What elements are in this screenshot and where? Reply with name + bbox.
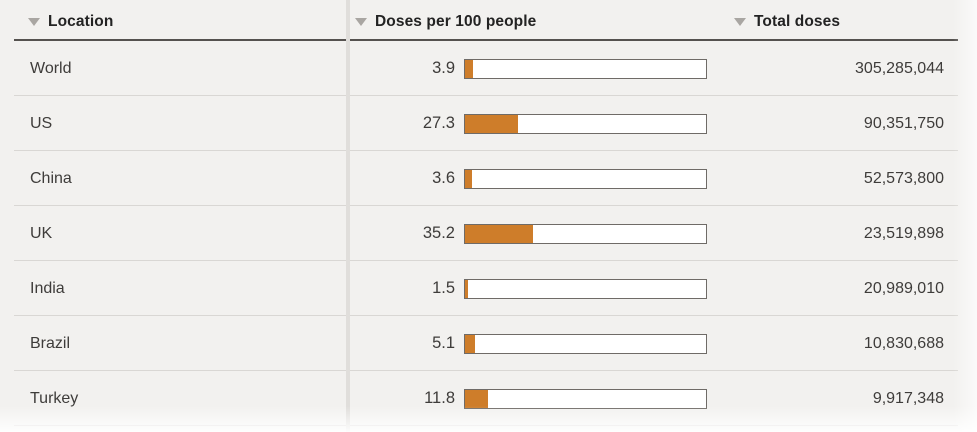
total-doses-value: 9,917,348	[872, 389, 944, 407]
doses-bar-fill	[465, 114, 518, 133]
table-row: China 3.6 52,573,800	[0, 151, 977, 206]
total-doses-value: 52,573,800	[863, 169, 944, 187]
row-separator	[14, 205, 958, 206]
row-separator	[14, 315, 958, 316]
doses-per-100-cell: 3.9	[348, 58, 720, 79]
total-doses-cell: 10,830,688	[720, 335, 977, 353]
location-label: China	[30, 169, 72, 187]
table-header-row: Location Doses per 100 people Total dose…	[0, 0, 977, 39]
doses-per-100-value: 35.2	[422, 224, 455, 242]
location-label: UK	[30, 224, 53, 242]
doses-bar-fill	[465, 59, 473, 78]
total-doses-value: 90,351,750	[863, 114, 944, 132]
total-doses-value: 305,285,044	[855, 59, 944, 77]
doses-bar-fill	[465, 279, 468, 298]
doses-per-100-cell: 5.1	[348, 333, 720, 354]
total-doses-cell: 9,917,348	[720, 390, 977, 408]
total-doses-value: 10,830,688	[863, 334, 944, 352]
doses-bar-fill	[465, 224, 533, 243]
total-doses-cell: 20,989,010	[720, 280, 977, 298]
sort-triangle-down-icon	[734, 17, 746, 26]
doses-per-100-value: 5.1	[432, 334, 455, 352]
doses-per-100-value: 27.3	[422, 114, 455, 132]
column-header-doses-per-100[interactable]: Doses per 100 people	[348, 9, 720, 31]
location-cell: UK	[0, 225, 348, 243]
doses-per-100-value: 3.9	[432, 59, 455, 77]
doses-bar-track	[464, 113, 707, 134]
column-header-label: Doses per 100 people	[375, 12, 537, 30]
doses-per-100-value: 3.6	[432, 169, 455, 187]
row-separator	[14, 150, 958, 151]
doses-bar-track	[464, 388, 707, 409]
doses-per-100-cell: 3.6	[348, 168, 720, 189]
doses-per-100-cell: 11.8	[348, 388, 720, 409]
table-row: UK 35.2 23,519,898	[0, 206, 977, 261]
column-header-label: Location	[48, 12, 114, 30]
row-separator	[14, 95, 958, 96]
sort-triangle-down-icon	[28, 17, 40, 26]
total-doses-cell: 305,285,044	[720, 60, 977, 78]
row-separator	[14, 425, 958, 426]
sort-triangle-down-icon	[355, 17, 367, 26]
location-cell: Brazil	[0, 335, 348, 353]
location-cell: Turkey	[0, 390, 348, 408]
column-header-label: Total doses	[754, 12, 841, 30]
doses-bar-track	[464, 58, 707, 79]
total-doses-value: 23,519,898	[863, 224, 944, 242]
total-doses-cell: 90,351,750	[720, 115, 977, 133]
location-cell: US	[0, 115, 348, 133]
doses-bar-fill	[465, 389, 488, 408]
column-header-location[interactable]: Location	[0, 9, 348, 31]
location-label: India	[30, 279, 65, 297]
location-label: World	[30, 59, 72, 77]
table-row: Turkey 11.8 9,917,348	[0, 371, 977, 426]
total-doses-cell: 23,519,898	[720, 225, 977, 243]
doses-per-100-cell: 1.5	[348, 278, 720, 299]
doses-bar-fill	[465, 169, 472, 188]
location-cell: China	[0, 170, 348, 188]
row-separator	[14, 370, 958, 371]
table-row: Brazil 5.1 10,830,688	[0, 316, 977, 371]
total-doses-cell: 52,573,800	[720, 170, 977, 188]
doses-bar-track	[464, 168, 707, 189]
location-label: US	[30, 114, 53, 132]
doses-per-100-value: 1.5	[432, 279, 455, 297]
table-body: World 3.9 305,285,044 US 27.3 90,351,750 China…	[0, 41, 977, 426]
location-cell: India	[0, 280, 348, 298]
doses-per-100-cell: 27.3	[348, 113, 720, 134]
doses-bar-track	[464, 223, 707, 244]
location-cell: World	[0, 60, 348, 78]
doses-per-100-cell: 35.2	[348, 223, 720, 244]
doses-bar-fill	[465, 334, 475, 353]
location-label: Turkey	[30, 389, 79, 407]
table-row: World 3.9 305,285,044	[0, 41, 977, 96]
column-header-total-doses[interactable]: Total doses	[720, 9, 977, 31]
doses-bar-track	[464, 278, 707, 299]
doses-bar-track	[464, 333, 707, 354]
row-separator	[14, 260, 958, 261]
table-row: US 27.3 90,351,750	[0, 96, 977, 151]
column-divider	[346, 0, 350, 432]
location-label: Brazil	[30, 334, 71, 352]
table-row: India 1.5 20,989,010	[0, 261, 977, 316]
total-doses-value: 20,989,010	[863, 279, 944, 297]
header-underline	[14, 39, 958, 41]
doses-per-100-value: 11.8	[424, 389, 455, 407]
